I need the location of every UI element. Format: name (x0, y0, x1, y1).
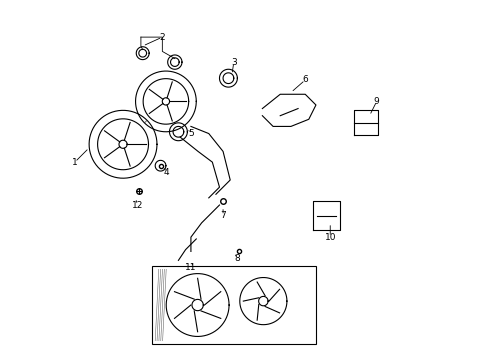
Text: 12: 12 (131, 201, 142, 210)
Text: 8: 8 (234, 254, 240, 263)
Text: 5: 5 (188, 129, 193, 138)
Text: 9: 9 (373, 97, 379, 106)
Text: 7: 7 (220, 211, 225, 220)
Text: 4: 4 (163, 168, 168, 177)
Text: 11: 11 (185, 263, 196, 272)
Text: 1: 1 (72, 158, 78, 167)
Text: 3: 3 (230, 58, 236, 67)
Text: 6: 6 (302, 76, 307, 85)
Text: 2: 2 (159, 33, 165, 42)
Text: 10: 10 (324, 233, 335, 242)
